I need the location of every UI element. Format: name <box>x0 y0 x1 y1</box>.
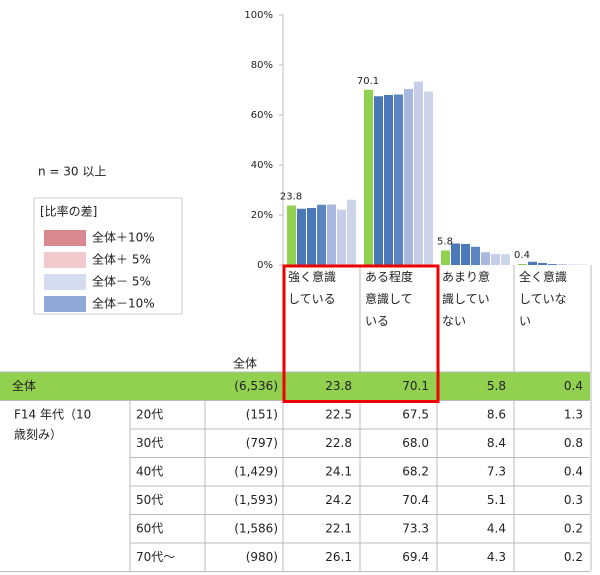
cell-value: 73.3 <box>402 521 429 535</box>
bar <box>374 96 383 265</box>
total-label: 全体 <box>12 378 36 393</box>
bar <box>414 81 423 265</box>
cell-value: 70.4 <box>402 493 429 507</box>
y-tick-label: 0% <box>257 260 273 271</box>
bar <box>364 89 373 265</box>
y-tick-label: 20% <box>251 210 273 221</box>
y-tick-label: 60% <box>251 110 273 121</box>
bar <box>307 208 316 265</box>
bar <box>491 254 500 265</box>
cell-value: 0.4 <box>564 379 583 393</box>
bar <box>404 89 413 265</box>
cell-value: 0.8 <box>564 436 583 450</box>
legend-swatch <box>44 252 86 268</box>
n-label: (1,586) <box>234 521 278 535</box>
cell-value: 0.4 <box>564 464 583 478</box>
bar <box>451 243 460 265</box>
legend-swatch <box>44 230 86 246</box>
bar <box>337 209 346 265</box>
legend-label: 全体＋ 5% <box>92 252 151 267</box>
cell-value: 24.1 <box>325 464 352 478</box>
legend-swatch <box>44 274 86 290</box>
n-label: (6,536) <box>234 379 278 393</box>
bar <box>297 208 306 265</box>
cell-value: 4.3 <box>487 550 506 564</box>
n-label: (1,429) <box>234 464 278 478</box>
legend-title: [比率の差] <box>40 204 97 219</box>
cell-value: 70.1 <box>402 379 429 393</box>
data-label: 70.1 <box>357 76 379 87</box>
data-label: 5.8 <box>437 237 453 248</box>
bar <box>317 204 326 265</box>
y-tick-label: 100% <box>244 10 273 21</box>
cell-value: 8.6 <box>487 407 506 421</box>
cell-value: 22.8 <box>325 436 352 450</box>
category-label: ある程度意識している <box>365 269 413 328</box>
cell-value: 26.1 <box>325 550 352 564</box>
cell-value: 1.3 <box>564 407 583 421</box>
bar <box>501 254 510 265</box>
y-tick-label: 40% <box>251 160 273 171</box>
bar <box>558 264 567 265</box>
bar <box>578 264 587 265</box>
bar <box>548 264 557 265</box>
n-label: (151) <box>246 407 278 421</box>
bar <box>384 95 393 265</box>
cell-value: 22.1 <box>325 521 352 535</box>
category-label: 強く意識している <box>288 269 336 306</box>
bar <box>518 264 527 265</box>
cell-value: 5.1 <box>487 493 506 507</box>
bar <box>481 252 490 265</box>
highlight-box <box>282 264 440 403</box>
bar <box>441 250 450 265</box>
n-label: (797) <box>246 436 278 450</box>
cell-value: 0.2 <box>564 521 583 535</box>
row-label: 40代 <box>136 464 163 478</box>
total-row <box>0 372 590 401</box>
cell-value: 0.3 <box>564 493 583 507</box>
cell-value: 0.2 <box>564 550 583 564</box>
n-header: 全体 <box>233 356 257 371</box>
legend-label: 全体－ 5% <box>92 274 151 289</box>
legend-label: 全体－10% <box>92 296 155 311</box>
row-label: 30代 <box>136 436 163 450</box>
cell-value: 5.8 <box>487 379 506 393</box>
n-label: (980) <box>246 550 278 564</box>
cell-value: 68.2 <box>402 464 429 478</box>
bar <box>424 91 433 265</box>
cell-value: 22.5 <box>325 407 352 421</box>
bar <box>394 94 403 265</box>
cell-value: 7.3 <box>487 464 506 478</box>
bar <box>461 244 470 265</box>
bar <box>327 204 336 265</box>
legend-swatch <box>44 296 86 312</box>
y-tick-label: 80% <box>251 60 273 71</box>
row-label: 20代 <box>136 407 163 421</box>
cell-value: 23.8 <box>325 379 352 393</box>
category-label: 全く意識していない <box>519 269 567 328</box>
cell-value: 69.4 <box>402 550 429 564</box>
note: n = 30 以上 <box>38 165 106 179</box>
data-label: 23.8 <box>280 192 302 203</box>
cell-value: 68.0 <box>402 436 429 450</box>
bar <box>471 246 480 265</box>
bar <box>538 263 547 265</box>
row-label: 70代〜 <box>136 550 175 564</box>
data-label: 0.4 <box>514 250 530 261</box>
category-label: あまり意識していない <box>442 269 490 328</box>
cell-value: 67.5 <box>402 407 429 421</box>
bar <box>287 205 296 265</box>
cell-value: 4.4 <box>487 521 506 535</box>
row-label: 60代 <box>136 521 163 535</box>
group-label: F14 年代（10 歳刻み） <box>14 407 91 441</box>
bar <box>347 199 356 265</box>
n-label: (1,593) <box>234 493 278 507</box>
row-label: 50代 <box>136 493 163 507</box>
cell-value: 8.4 <box>487 436 506 450</box>
bar <box>568 264 577 265</box>
cell-value: 24.2 <box>325 493 352 507</box>
legend-label: 全体＋10% <box>92 230 155 245</box>
bar <box>528 261 537 265</box>
